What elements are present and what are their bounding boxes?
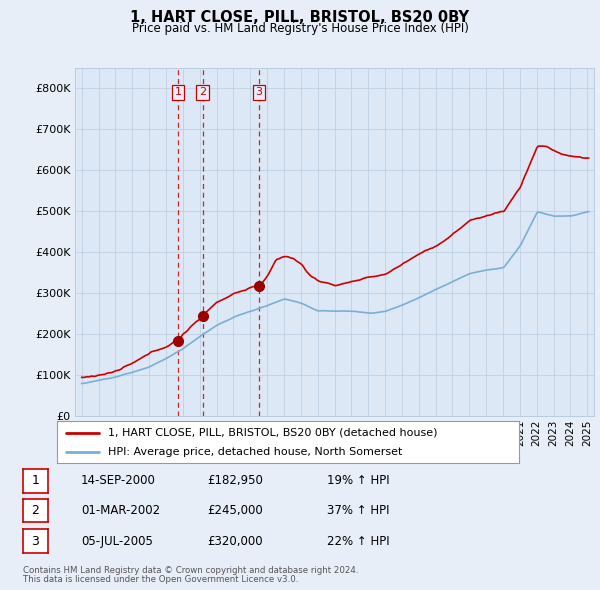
Text: Contains HM Land Registry data © Crown copyright and database right 2024.: Contains HM Land Registry data © Crown c… [23,566,358,575]
Text: 2: 2 [199,87,206,97]
Text: 1: 1 [175,87,181,97]
Text: £245,000: £245,000 [207,504,263,517]
Text: Price paid vs. HM Land Registry's House Price Index (HPI): Price paid vs. HM Land Registry's House … [131,22,469,35]
Text: 05-JUL-2005: 05-JUL-2005 [81,535,153,548]
Text: 1, HART CLOSE, PILL, BRISTOL, BS20 0BY (detached house): 1, HART CLOSE, PILL, BRISTOL, BS20 0BY (… [108,428,437,438]
Text: 01-MAR-2002: 01-MAR-2002 [81,504,160,517]
Text: £182,950: £182,950 [207,474,263,487]
Text: 2: 2 [31,504,40,517]
Text: 19% ↑ HPI: 19% ↑ HPI [327,474,389,487]
Text: 1: 1 [31,474,40,487]
Text: 14-SEP-2000: 14-SEP-2000 [81,474,156,487]
Text: HPI: Average price, detached house, North Somerset: HPI: Average price, detached house, Nort… [108,447,402,457]
Text: This data is licensed under the Open Government Licence v3.0.: This data is licensed under the Open Gov… [23,575,298,584]
Text: 22% ↑ HPI: 22% ↑ HPI [327,535,389,548]
Text: 1, HART CLOSE, PILL, BRISTOL, BS20 0BY: 1, HART CLOSE, PILL, BRISTOL, BS20 0BY [131,10,470,25]
Text: 37% ↑ HPI: 37% ↑ HPI [327,504,389,517]
Text: 3: 3 [31,535,40,548]
Text: 3: 3 [256,87,262,97]
Text: £320,000: £320,000 [207,535,263,548]
